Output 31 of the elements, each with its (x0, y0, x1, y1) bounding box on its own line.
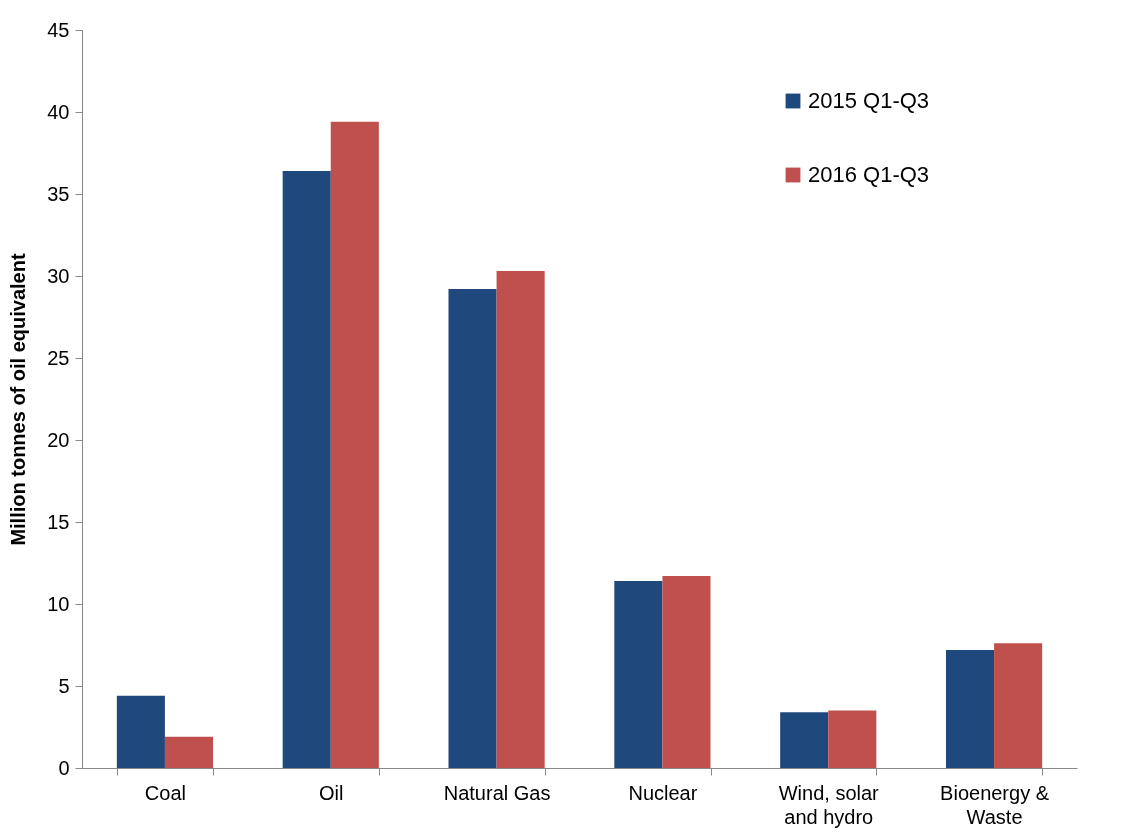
y-tick-label: 45 (47, 18, 70, 41)
y-tick-label: 35 (47, 182, 70, 205)
y-tick-label: 0 (58, 756, 70, 779)
y-tick-label: 25 (47, 346, 70, 369)
legend-label: 2015 Q1-Q3 (808, 88, 930, 113)
y-tick-label: 5 (58, 674, 70, 697)
bar (496, 271, 545, 768)
bar (994, 643, 1043, 768)
y-tick-label: 20 (47, 428, 70, 451)
x-tick-label: Wind, solar and hydro (778, 781, 880, 828)
x-tick-label: Coal (144, 781, 186, 804)
bar (330, 121, 379, 768)
x-tick-label: Natural Gas (443, 781, 551, 804)
bar (448, 289, 497, 768)
x-tick-label: Bioenergy & Waste (940, 781, 1050, 828)
x-tick-label: Nuclear (628, 781, 698, 804)
y-axis-title: Million tonnes of oil equivalent (7, 253, 30, 546)
bar (282, 171, 331, 768)
x-tick-label: Oil (319, 781, 344, 804)
bar (780, 712, 829, 768)
y-tick-label: 40 (47, 100, 70, 123)
bar (662, 576, 711, 768)
bar (945, 649, 995, 768)
y-tick-label: 15 (47, 510, 70, 533)
y-tick-label: 30 (47, 264, 70, 287)
bar (116, 695, 165, 768)
legend-label: 2016 Q1-Q3 (808, 162, 930, 187)
bar (164, 736, 214, 768)
bar (614, 581, 663, 768)
y-tick-label: 10 (47, 592, 70, 615)
bar (828, 710, 877, 768)
